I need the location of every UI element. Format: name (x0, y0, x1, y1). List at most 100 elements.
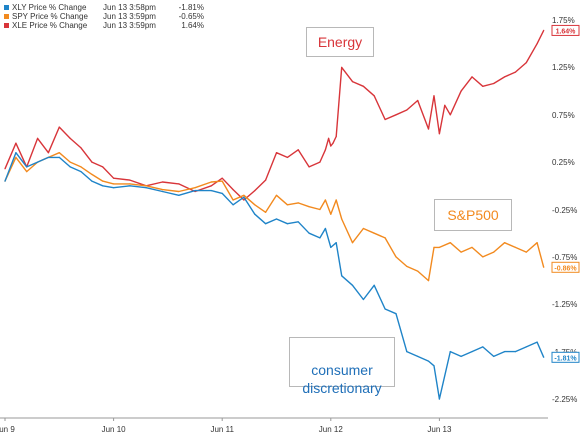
data-point (254, 190, 256, 192)
data-point (341, 66, 343, 68)
data-point (69, 137, 71, 139)
data-point (80, 147, 82, 149)
data-point (232, 204, 234, 206)
data-point (362, 227, 364, 230)
legend-value: -1.81% (179, 3, 204, 12)
data-point (69, 161, 71, 163)
data-point (221, 180, 223, 182)
data-point (330, 145, 332, 147)
end-value-badges: 1.64% -0.86% -1.81% (551, 24, 580, 363)
data-point (91, 180, 93, 182)
end-value-badge: -1.81% (551, 351, 580, 363)
legend-background (0, 0, 208, 34)
legend-value: 1.64% (181, 21, 204, 30)
data-point (449, 351, 451, 353)
data-point (460, 251, 462, 253)
data-point (493, 251, 495, 253)
data-point (471, 76, 473, 78)
data-point (449, 114, 451, 116)
data-point (427, 360, 430, 362)
legend-item-spy-price-change: SPY Price % Change Jun 13 3:59pm -0.65% (4, 12, 204, 21)
legend-time: Jun 13 3:58pm (103, 3, 156, 12)
data-point (297, 221, 299, 223)
data-point (243, 196, 245, 198)
data-point (161, 190, 164, 193)
data-point (330, 213, 332, 215)
data-point (210, 181, 212, 183)
data-point (58, 126, 60, 128)
legend-swatch (4, 5, 9, 10)
data-point (395, 313, 397, 315)
data-point (113, 177, 115, 179)
data-point (417, 355, 419, 357)
data-point (504, 351, 506, 353)
x-tick-label: Jun 13 (427, 425, 452, 434)
data-point (102, 180, 104, 182)
data-point (438, 398, 440, 400)
legend-series-name: SPY Price % Change (12, 12, 88, 21)
y-tick-label: 1.25% (552, 63, 575, 72)
data-point (433, 246, 435, 248)
data-point (221, 192, 223, 194)
data-point (341, 218, 343, 220)
data-point (232, 189, 234, 191)
legend-item-xle-price-change: XLE Price % Change Jun 13 3:59pm 1.64% (4, 21, 204, 30)
legend-series-name: XLY Price % Change (12, 3, 87, 12)
data-point (362, 298, 364, 301)
data-point (37, 161, 39, 163)
x-tick-label: Jun 9 (0, 425, 15, 434)
data-point (15, 152, 17, 154)
legend-swatch (4, 23, 9, 28)
data-point (308, 206, 310, 208)
legend-swatch (4, 14, 9, 19)
data-point (297, 202, 299, 204)
data-point (433, 365, 435, 367)
data-point (514, 351, 517, 353)
data-point (351, 81, 354, 83)
data-point (232, 199, 234, 201)
data-point (80, 166, 82, 168)
data-point (536, 242, 538, 244)
x-tick-label: Jun 10 (102, 425, 127, 434)
legend-series-name: XLE Price % Change (12, 21, 88, 30)
data-point (406, 351, 408, 353)
data-point (482, 85, 484, 87)
data-point (4, 180, 6, 182)
data-point (129, 183, 131, 185)
end-value-badge-text: -1.81% (554, 355, 577, 362)
data-point (460, 355, 462, 357)
data-point (145, 187, 147, 189)
y-tick-label: 0.25% (552, 158, 575, 167)
data-point (444, 104, 446, 106)
data-point (26, 166, 28, 168)
x-tick-labels: Jun 9 Jun 10 Jun 11 Jun 12 Jun 13 (0, 418, 452, 434)
data-point (449, 242, 451, 244)
data-point (275, 218, 278, 220)
data-point (536, 43, 538, 45)
data-point (427, 280, 430, 282)
data-point (161, 181, 164, 183)
data-point (286, 204, 288, 206)
data-point (438, 246, 440, 248)
data-point (525, 346, 527, 348)
end-value-badge-box (551, 24, 580, 36)
data-point (254, 204, 256, 206)
data-point (504, 76, 506, 78)
data-point (417, 270, 419, 272)
annotation-sp500-text: S&P500 (447, 207, 499, 223)
legend: XLY Price % Change Jun 13 3:58pm -1.81%SPY… (0, 0, 208, 34)
data-point (514, 246, 517, 248)
data-point (362, 85, 364, 87)
data-point (324, 227, 326, 230)
data-point (129, 185, 131, 187)
data-point (335, 199, 337, 201)
data-point (395, 114, 397, 116)
annotation-energy: Energy (306, 27, 374, 57)
end-value-badge: 1.64% (551, 24, 580, 36)
annotation-consumer-discretionary: consumer discretionary (289, 337, 395, 396)
data-point (324, 149, 326, 151)
data-point (335, 242, 337, 244)
data-point (525, 251, 527, 253)
y-tick-label: -1.25% (552, 300, 577, 309)
